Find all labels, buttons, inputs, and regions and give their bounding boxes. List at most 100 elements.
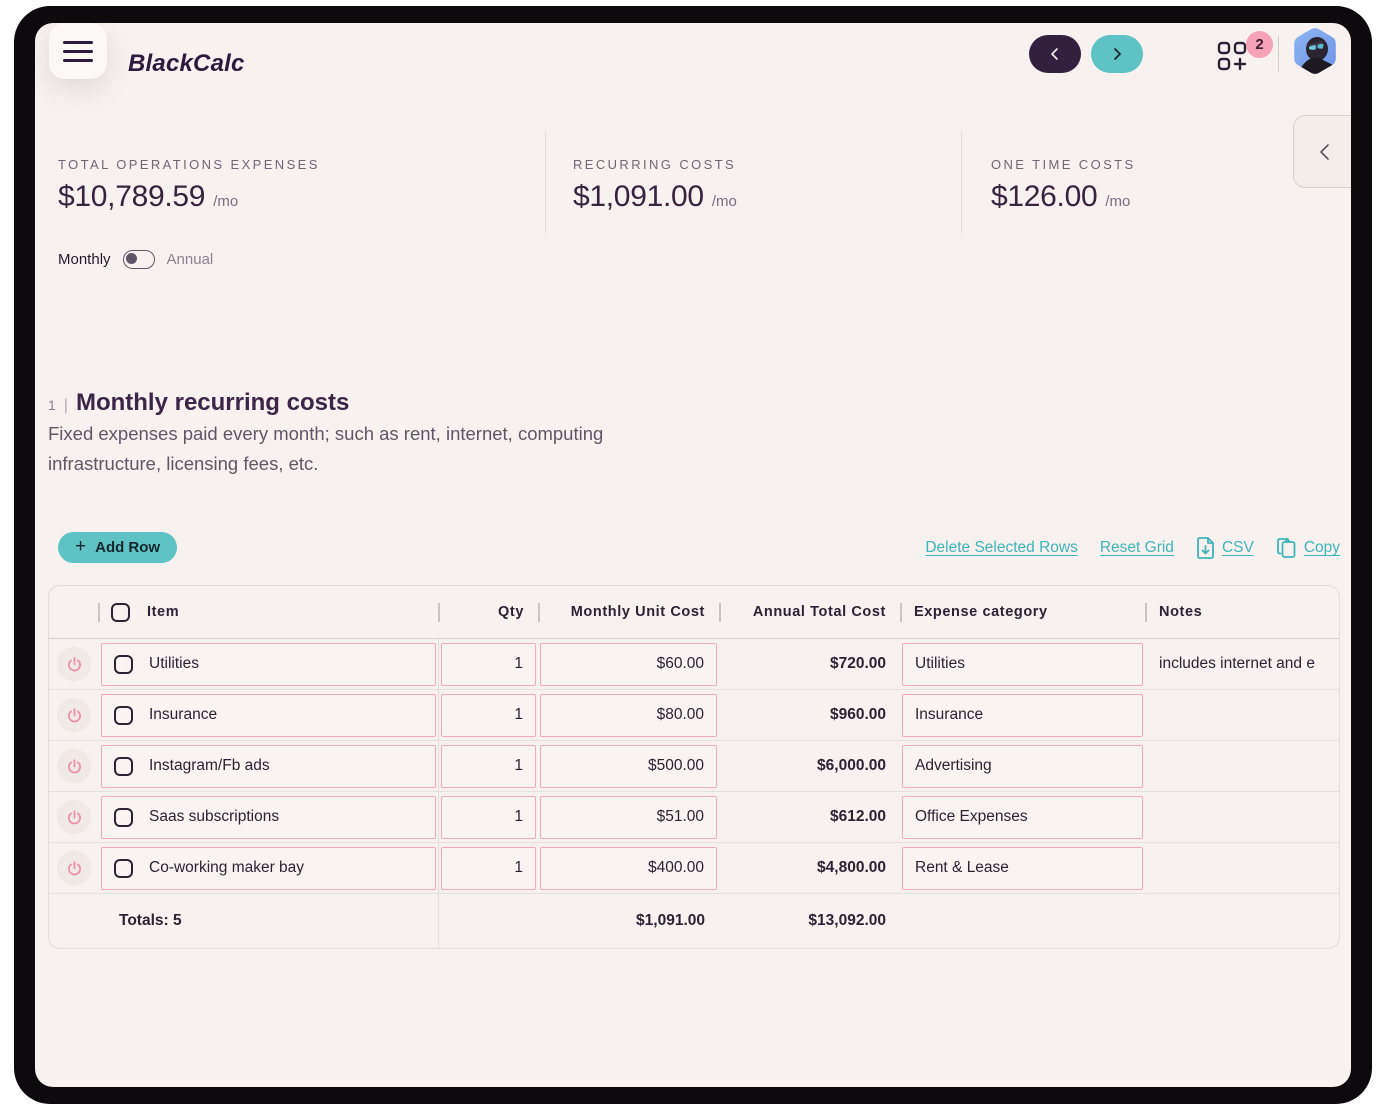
- stat-label: TOTAL OPERATIONS EXPENSES: [58, 157, 320, 172]
- period-toggle-switch[interactable]: [122, 250, 155, 269]
- row-checkbox[interactable]: [114, 654, 133, 674]
- copy-link[interactable]: Copy: [1276, 537, 1340, 559]
- table-row: Instagram/Fb ads 1 $500.00 $6,000.00 Adv…: [49, 741, 1339, 792]
- power-icon: [67, 656, 81, 671]
- column-header-item: Item: [99, 602, 439, 622]
- app-logo: BlackCalc: [128, 50, 245, 77]
- power-icon: [67, 707, 81, 722]
- row-toggle-power-button[interactable]: [57, 647, 91, 681]
- grid-actions: Delete Selected Rows Reset Grid CSV Copy: [925, 537, 1340, 559]
- item-cell[interactable]: Utilities: [101, 642, 436, 686]
- widgets-add-button[interactable]: 2: [1217, 31, 1273, 83]
- add-row-label: Add Row: [95, 539, 161, 556]
- row-toggle-power-button[interactable]: [57, 698, 91, 732]
- row-toggle-power-button[interactable]: [57, 800, 91, 834]
- period-toggle-row: Monthly Annual: [58, 250, 213, 269]
- collapse-panel-toggle[interactable]: [1293, 115, 1351, 188]
- section-index: 1: [48, 397, 56, 413]
- expense-category-cell[interactable]: Insurance: [902, 693, 1143, 737]
- stat-unit: /mo: [711, 193, 737, 210]
- column-resize-handle[interactable]: [98, 603, 100, 622]
- table-row: Co-working maker bay 1 $400.00 $4,800.00…: [49, 843, 1339, 894]
- plus-icon: +: [75, 536, 87, 557]
- expense-category-cell[interactable]: Office Expenses: [902, 795, 1143, 839]
- add-row-button[interactable]: + Add Row: [58, 532, 178, 563]
- monthly-unit-cost-cell[interactable]: $80.00: [540, 693, 717, 737]
- expense-category-cell[interactable]: Rent & Lease: [902, 846, 1143, 890]
- column-resize-handle[interactable]: [1145, 603, 1147, 622]
- annual-total-cell: $4,800.00: [817, 859, 886, 876]
- grid-header-row: Item Qty Monthly Unit Cost Annual Total …: [49, 586, 1339, 639]
- item-cell[interactable]: Insurance: [101, 693, 436, 737]
- app-window: BlackCalc 2: [35, 23, 1351, 1087]
- monthly-unit-cost-cell[interactable]: $60.00: [540, 642, 717, 686]
- annual-label[interactable]: Annual: [166, 251, 214, 268]
- csv-export-link[interactable]: CSV: [1196, 537, 1254, 559]
- totals-monthly: $1,091.00: [636, 912, 705, 929]
- qty-cell[interactable]: 1: [441, 846, 536, 890]
- qty-cell[interactable]: 1: [441, 642, 536, 686]
- delete-selected-rows-link[interactable]: Delete Selected Rows: [925, 539, 1078, 556]
- qty-cell[interactable]: 1: [441, 795, 536, 839]
- totals-annual: $13,092.00: [808, 912, 886, 929]
- nav-next-button[interactable]: [1091, 35, 1143, 73]
- annual-total-cell: $960.00: [829, 706, 886, 723]
- row-toggle-power-button[interactable]: [57, 749, 91, 783]
- monthly-unit-cost-cell[interactable]: $400.00: [540, 846, 717, 890]
- notes-cell[interactable]: includes internet and e: [1159, 655, 1315, 672]
- chevron-left-icon: [1320, 143, 1329, 160]
- file-download-icon: [1197, 537, 1214, 559]
- stat-value: $10,789.59 /mo: [58, 180, 239, 213]
- table-row: Saas subscriptions 1 $51.00 $612.00 Offi…: [49, 792, 1339, 843]
- stat-value: $126.00 /mo: [991, 180, 1131, 213]
- monthly-unit-cost-cell[interactable]: $500.00: [540, 744, 717, 788]
- stats-divider: [961, 131, 962, 233]
- column-header-monthly-unit-cost: Monthly Unit Cost: [570, 604, 705, 620]
- qty-cell[interactable]: 1: [441, 693, 536, 737]
- expenses-grid: Item Qty Monthly Unit Cost Annual Total …: [48, 585, 1340, 949]
- chevron-left-icon: [1051, 48, 1058, 60]
- stat-one-time-costs: ONE TIME COSTS $126.00 /mo: [991, 157, 1136, 214]
- annual-total-cell: $720.00: [829, 655, 886, 672]
- annual-total-cell: $612.00: [829, 808, 886, 825]
- topbar-divider: [1278, 36, 1279, 72]
- column-header-notes: Notes: [1159, 604, 1203, 620]
- stat-label: ONE TIME COSTS: [991, 157, 1136, 172]
- row-checkbox[interactable]: [114, 756, 133, 776]
- user-avatar[interactable]: [1291, 27, 1339, 75]
- section-pipe: |: [63, 397, 68, 414]
- stats-divider: [545, 131, 546, 233]
- table-row: Utilities 1 $60.00 $720.00 Utilities inc…: [49, 639, 1339, 690]
- monthly-label[interactable]: Monthly: [58, 251, 111, 268]
- qty-cell[interactable]: 1: [441, 744, 536, 788]
- stat-unit: /mo: [1105, 193, 1131, 210]
- monthly-unit-cost-cell[interactable]: $51.00: [540, 795, 717, 839]
- avatar-photo: [1294, 28, 1336, 74]
- device-frame: BlackCalc 2: [14, 6, 1372, 1104]
- column-resize-handle[interactable]: [719, 603, 721, 622]
- item-cell[interactable]: Co-working maker bay: [101, 846, 436, 890]
- expense-category-cell[interactable]: Advertising: [902, 744, 1143, 788]
- row-checkbox[interactable]: [114, 705, 133, 725]
- item-cell[interactable]: Saas subscriptions: [101, 795, 436, 839]
- column-resize-handle[interactable]: [900, 603, 902, 622]
- item-cell[interactable]: Instagram/Fb ads: [101, 744, 436, 788]
- column-header-qty: Qty: [498, 604, 524, 620]
- row-checkbox[interactable]: [114, 807, 133, 827]
- section-description: Fixed expenses paid every month; such as…: [48, 423, 604, 474]
- toggle-knob: [126, 253, 138, 265]
- row-checkbox[interactable]: [114, 858, 133, 878]
- nav-back-button[interactable]: [1029, 35, 1081, 73]
- stat-total-operations: TOTAL OPERATIONS EXPENSES $10,789.59 /mo: [58, 157, 320, 214]
- column-resize-handle[interactable]: [538, 603, 540, 622]
- column-resize-handle[interactable]: [438, 603, 440, 622]
- notification-badge: 2: [1246, 31, 1273, 58]
- row-toggle-power-button[interactable]: [57, 851, 91, 885]
- select-all-checkbox[interactable]: [111, 602, 130, 622]
- chevron-right-icon: [1114, 48, 1121, 60]
- expense-category-cell[interactable]: Utilities: [902, 642, 1143, 686]
- column-header-expense-category: Expense category: [914, 604, 1048, 620]
- totals-label: Totals: 5: [49, 894, 439, 948]
- reset-grid-link[interactable]: Reset Grid: [1099, 539, 1174, 556]
- hamburger-menu-button[interactable]: [49, 23, 107, 79]
